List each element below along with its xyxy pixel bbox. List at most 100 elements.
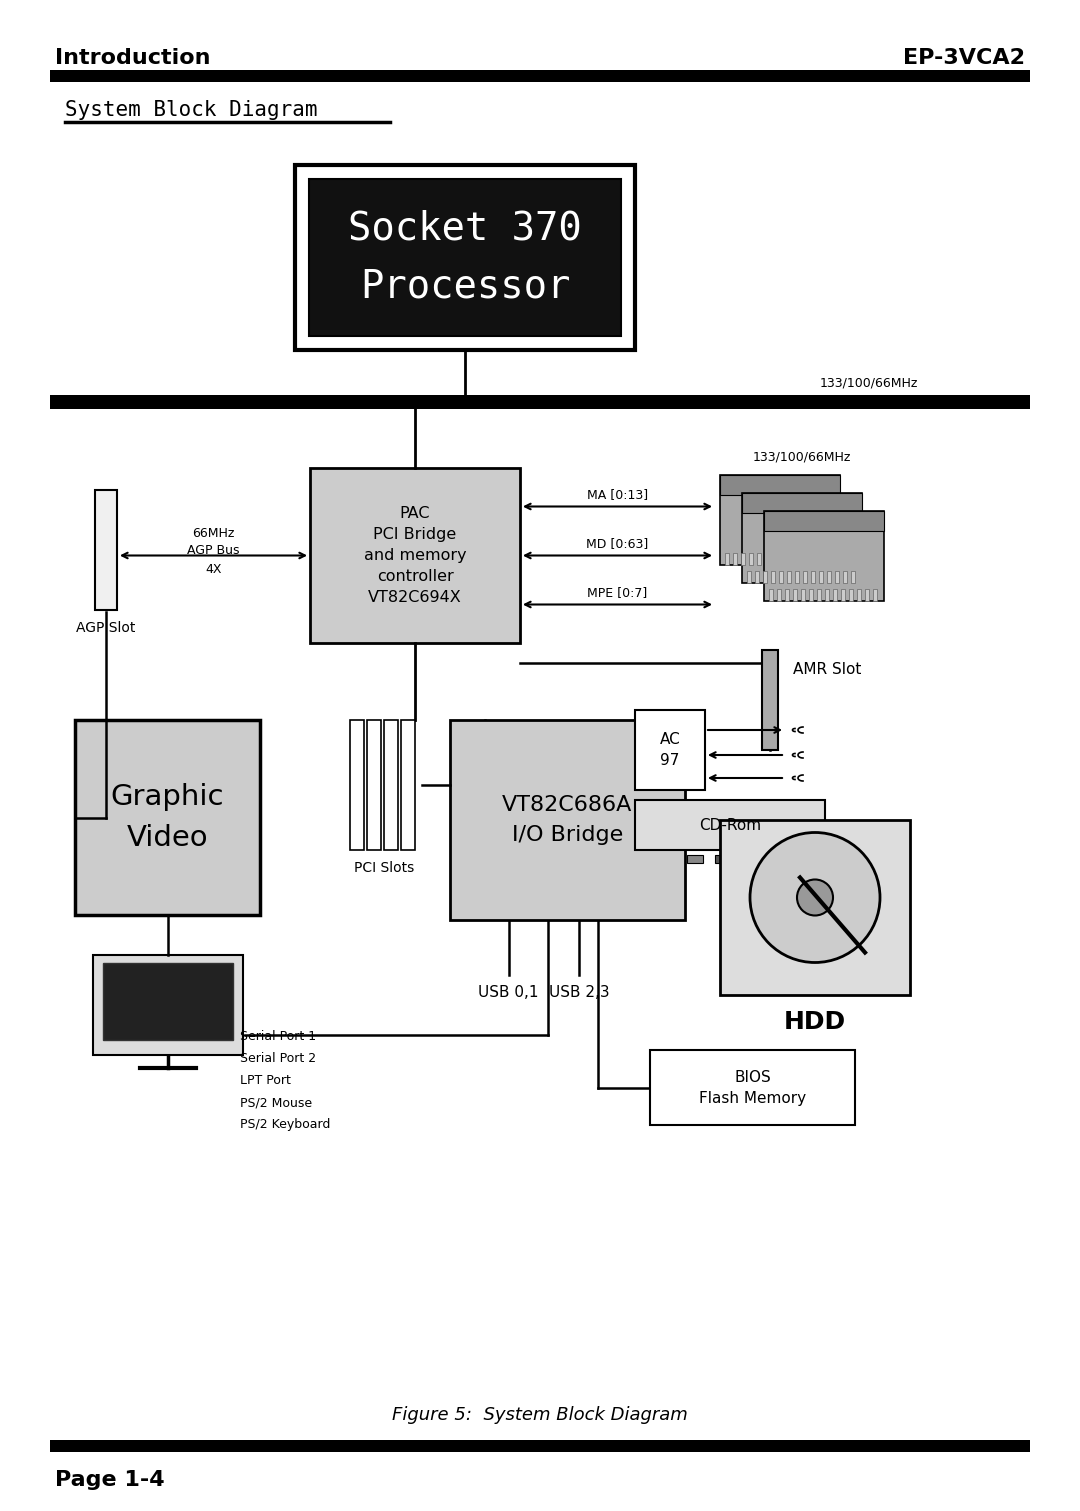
Bar xyxy=(764,511,885,601)
Text: Serial Port 1: Serial Port 1 xyxy=(240,1031,316,1043)
Text: Introduction: Introduction xyxy=(55,48,211,68)
Bar xyxy=(75,721,260,916)
Bar xyxy=(795,571,799,583)
Text: BIOS
Flash Memory: BIOS Flash Memory xyxy=(699,1070,806,1106)
Text: USB 2,3: USB 2,3 xyxy=(549,985,609,1000)
Bar xyxy=(762,650,778,749)
Bar xyxy=(750,553,753,565)
Bar xyxy=(742,493,862,514)
Text: AC
97: AC 97 xyxy=(660,731,680,768)
Text: PS/2 Mouse: PS/2 Mouse xyxy=(240,1095,312,1109)
Bar xyxy=(851,571,855,583)
Bar xyxy=(811,571,815,583)
Bar xyxy=(835,571,839,583)
Bar xyxy=(295,165,635,351)
Bar xyxy=(865,589,869,601)
Bar xyxy=(843,571,847,583)
Bar xyxy=(720,474,840,565)
Bar xyxy=(827,571,831,583)
Text: MD [0:63]: MD [0:63] xyxy=(586,536,649,550)
Bar xyxy=(849,589,853,601)
Bar xyxy=(367,721,381,851)
Circle shape xyxy=(797,879,833,916)
Text: AMR Slot: AMR Slot xyxy=(793,662,862,677)
Text: 133/100/66MHz: 133/100/66MHz xyxy=(820,378,918,390)
Text: AGP Slot: AGP Slot xyxy=(77,621,136,635)
Text: 133/100/66MHz: 133/100/66MHz xyxy=(753,450,851,462)
Bar xyxy=(733,553,737,565)
Bar xyxy=(764,511,885,530)
Circle shape xyxy=(750,833,880,963)
Bar xyxy=(804,571,807,583)
Text: 4X: 4X xyxy=(205,564,221,576)
Bar xyxy=(873,589,877,601)
Bar xyxy=(742,493,862,583)
Bar xyxy=(309,178,621,335)
Bar xyxy=(643,855,659,863)
Bar xyxy=(809,589,813,601)
Bar xyxy=(450,721,685,920)
Bar xyxy=(797,553,801,565)
Text: 66MHz: 66MHz xyxy=(192,527,234,539)
Bar xyxy=(787,571,791,583)
Text: EP-3VCA2: EP-3VCA2 xyxy=(903,48,1025,68)
Bar xyxy=(793,589,797,601)
Bar xyxy=(50,1440,1030,1452)
Text: PAC
PCI Bridge
and memory
controller
VT82C694X: PAC PCI Bridge and memory controller VT8… xyxy=(364,506,467,604)
Text: Figure 5:  System Block Diagram: Figure 5: System Block Diagram xyxy=(392,1407,688,1423)
Bar xyxy=(95,490,117,610)
Text: Graphic
Video: Graphic Video xyxy=(111,783,225,852)
Bar xyxy=(833,589,837,601)
Bar xyxy=(781,553,785,565)
Bar xyxy=(821,553,825,565)
Bar xyxy=(785,589,789,601)
Bar xyxy=(720,820,910,996)
Bar xyxy=(819,571,823,583)
Text: System Block Diagram: System Block Diagram xyxy=(65,100,318,119)
Bar xyxy=(789,553,793,565)
Bar xyxy=(816,589,821,601)
Bar xyxy=(350,721,364,851)
Bar xyxy=(779,571,783,583)
Bar xyxy=(720,474,840,496)
Bar xyxy=(813,553,816,565)
Bar xyxy=(805,553,809,565)
Bar xyxy=(762,571,767,583)
Bar xyxy=(103,963,232,1040)
Text: Serial Port 2: Serial Port 2 xyxy=(240,1052,316,1065)
Bar xyxy=(769,589,773,601)
Bar xyxy=(401,721,415,851)
Text: LPT Port: LPT Port xyxy=(240,1074,291,1086)
Text: CD-Rom: CD-Rom xyxy=(699,817,761,833)
Bar xyxy=(715,855,755,863)
Bar xyxy=(741,553,745,565)
Bar xyxy=(747,571,751,583)
Bar xyxy=(725,553,729,565)
Bar xyxy=(635,799,825,851)
Text: MPE [0:7]: MPE [0:7] xyxy=(588,586,648,598)
Text: PCI Slots: PCI Slots xyxy=(354,861,414,875)
Bar xyxy=(635,710,705,790)
Text: USB 0,1: USB 0,1 xyxy=(478,985,539,1000)
Bar xyxy=(771,571,775,583)
Bar xyxy=(687,855,703,863)
Bar xyxy=(829,553,833,565)
Text: HDD: HDD xyxy=(784,1009,846,1034)
Bar xyxy=(93,955,243,1055)
Bar xyxy=(841,589,845,601)
Bar xyxy=(310,468,519,644)
Text: Socket 370
Processor: Socket 370 Processor xyxy=(348,209,582,307)
Text: AGP Bus: AGP Bus xyxy=(187,544,240,558)
Text: PS/2 Keyboard: PS/2 Keyboard xyxy=(240,1118,330,1132)
Bar xyxy=(825,589,829,601)
Bar xyxy=(755,571,759,583)
Bar xyxy=(650,1050,855,1126)
Text: VT82C686A
I/O Bridge: VT82C686A I/O Bridge xyxy=(502,795,633,845)
Bar xyxy=(801,589,805,601)
Bar xyxy=(777,589,781,601)
Bar xyxy=(765,553,769,565)
Text: Page 1-4: Page 1-4 xyxy=(55,1470,164,1490)
Bar xyxy=(773,553,777,565)
Bar xyxy=(384,721,399,851)
Bar xyxy=(858,589,861,601)
